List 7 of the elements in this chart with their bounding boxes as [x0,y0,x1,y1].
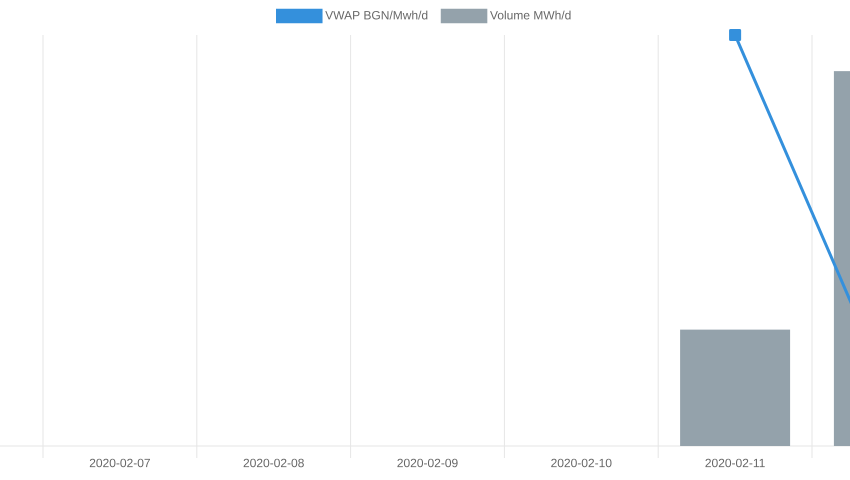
legend-label: Volume MWh/d [490,10,571,20]
x-tick-label: 2020-02-07 [90,458,150,468]
x-tick-label: 2020-02-09 [397,458,458,468]
legend-label: VWAP BGN/Mwh/d [325,10,428,20]
x-tick-label: 2020-02-11 [705,458,765,468]
x-tick-label: 2020-02-10 [551,458,612,468]
x-tick-label: 2020-02-08 [244,458,304,468]
